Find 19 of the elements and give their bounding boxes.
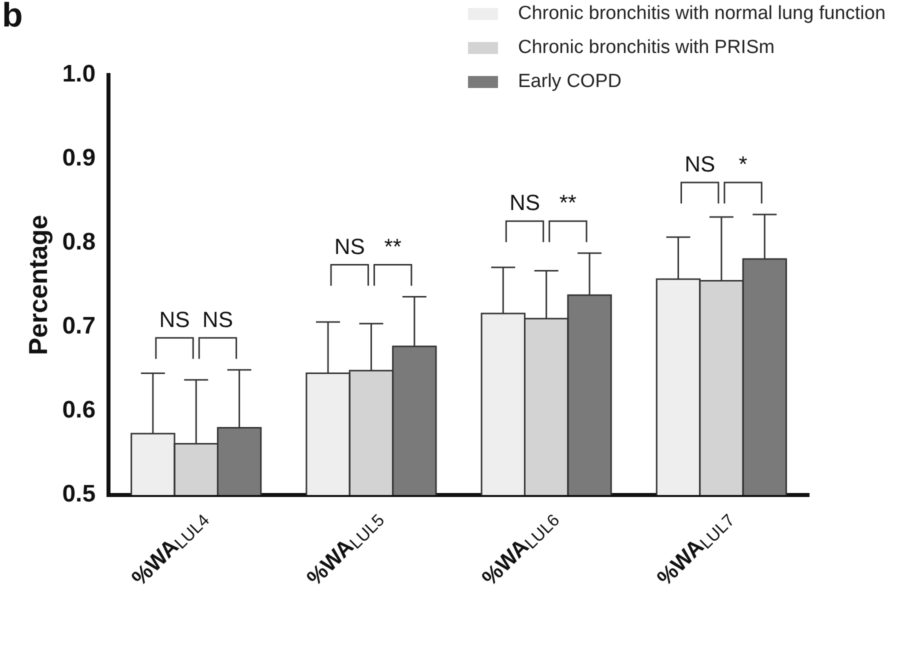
legend-label: Chronic bronchitis with normal lung function bbox=[518, 3, 886, 24]
annotation: NS bbox=[509, 190, 540, 216]
y-tick-label: 1.0 bbox=[62, 60, 96, 88]
legend-label: Early COPD bbox=[518, 71, 622, 92]
annotation: NS bbox=[334, 234, 365, 259]
annotation: * bbox=[738, 152, 748, 177]
y-tick-label: 0.9 bbox=[62, 144, 96, 172]
annotation: NS bbox=[159, 306, 190, 332]
annotation: ** bbox=[384, 234, 402, 259]
y-axis-title: Percentage bbox=[22, 214, 53, 356]
legend-label: Chronic bronchitis with PRISm bbox=[518, 37, 775, 58]
y-tick-label: 0.8 bbox=[62, 228, 96, 256]
annotation: NS bbox=[684, 152, 716, 177]
annotation: NS bbox=[202, 306, 233, 332]
y-tick-label: 0.7 bbox=[62, 312, 96, 340]
text: b bbox=[2, 0, 23, 34]
annotation: ** bbox=[559, 190, 577, 216]
y-tick-label: 0.5 bbox=[62, 480, 96, 508]
y-tick-label: 0.6 bbox=[62, 396, 96, 424]
